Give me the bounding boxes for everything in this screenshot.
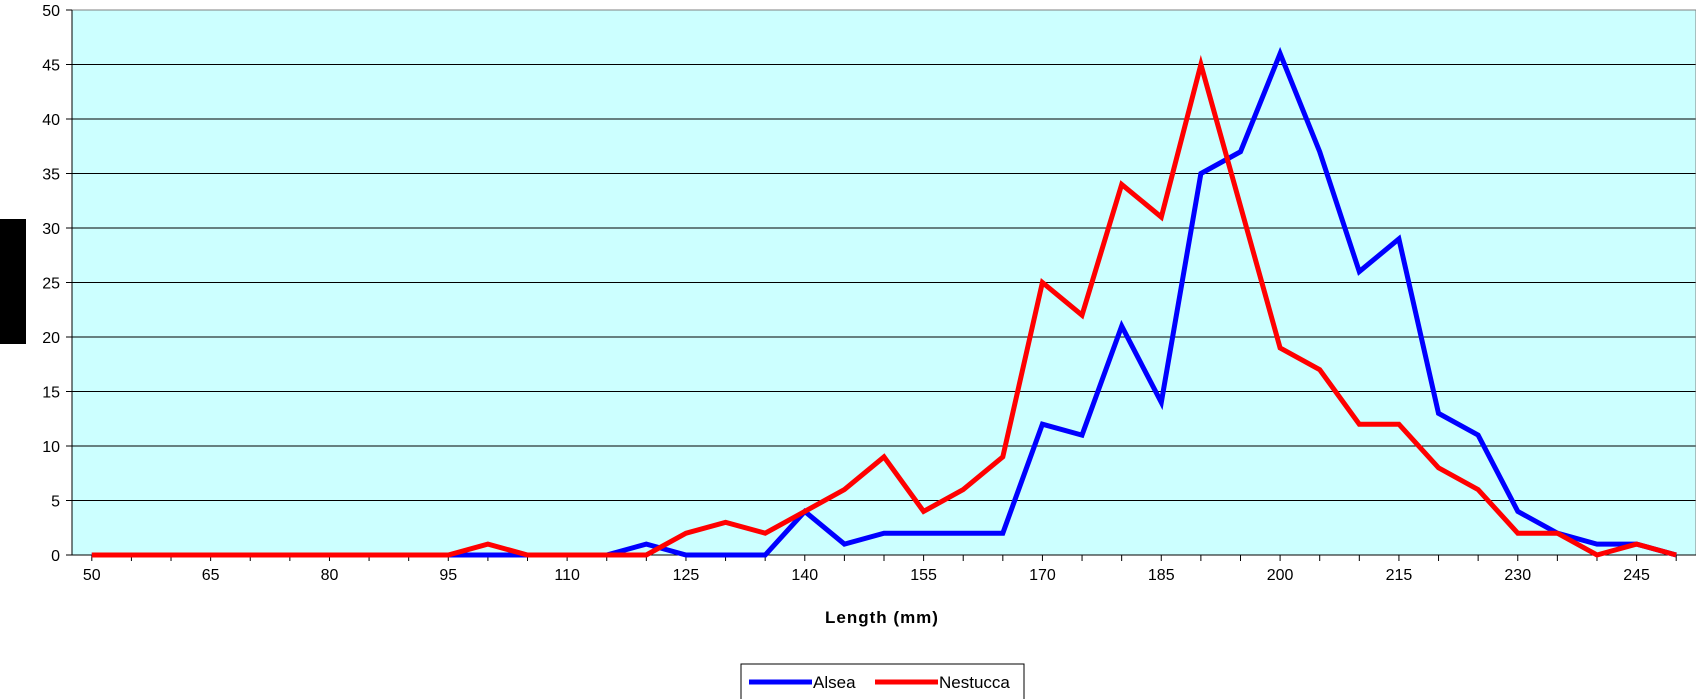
y-tick-label: 15: [42, 385, 60, 402]
y-tick-label: 0: [51, 548, 60, 565]
y-tick-label: 5: [51, 494, 60, 511]
x-tick-label: 140: [791, 567, 818, 584]
y-tick-label: 50: [42, 3, 60, 20]
x-tick-label: 185: [1148, 567, 1175, 584]
legend-label-alsea: Alsea: [813, 673, 856, 692]
x-tick-label: 50: [83, 567, 101, 584]
x-tick-label: 215: [1386, 567, 1413, 584]
y-tick-label: 40: [42, 112, 60, 129]
y-tick-label: 30: [42, 221, 60, 238]
y-tick-label: 45: [42, 58, 60, 75]
x-tick-label: 200: [1267, 567, 1294, 584]
y-tick-label: 25: [42, 276, 60, 293]
x-axis-title: Length (mm): [825, 608, 939, 627]
x-tick-label: 155: [910, 567, 937, 584]
x-tick-label: 230: [1504, 567, 1531, 584]
legend-label-nestucca: Nestucca: [939, 673, 1010, 692]
legend: Alsea Nestucca: [740, 663, 1025, 699]
y-tick-label: 35: [42, 167, 60, 184]
y-axis: 0 5 10 15 20 25 30 35 40 45 50: [42, 3, 73, 565]
left-edge-block: [0, 219, 26, 344]
y-tick-label: 20: [42, 330, 60, 347]
x-tick-label: 110: [554, 567, 580, 584]
x-tick-label: 95: [439, 567, 457, 584]
series-line-nestucca: [91, 54, 1677, 558]
x-tick-label: 65: [202, 567, 220, 584]
series-lines: [91, 46, 1677, 558]
x-tick-label: 80: [321, 567, 339, 584]
x-tick-label: 125: [673, 567, 700, 584]
x-tick-label: 170: [1029, 567, 1056, 584]
x-tick-label: 245: [1623, 567, 1650, 584]
x-axis: 50 65 80 95 110 125 140 155 170 185 200 215 230 245: [72, 554, 1696, 584]
y-tick-label: 10: [42, 439, 60, 456]
